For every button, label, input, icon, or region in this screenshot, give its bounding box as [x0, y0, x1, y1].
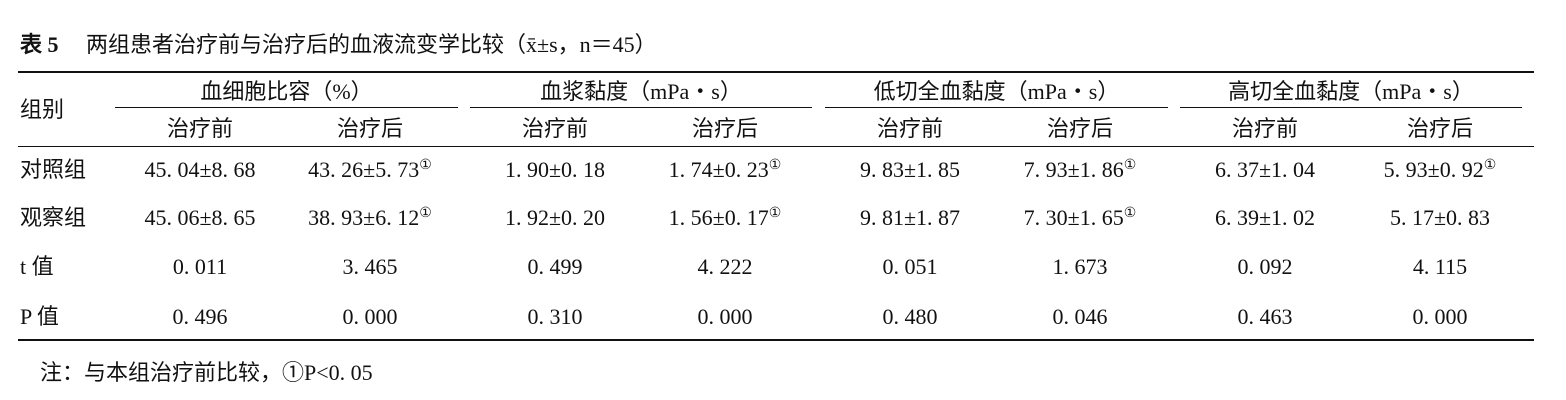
- cell-mark: ①: [768, 206, 782, 221]
- sub-header: 治疗前: [1231, 116, 1299, 141]
- cell-text: 1. 74±0. 23: [668, 157, 769, 182]
- cell: 0. 496: [172, 304, 228, 329]
- cell: 0. 046: [1052, 304, 1108, 329]
- caption-label: 表 5: [20, 32, 59, 57]
- cell: 1. 56±0. 17①: [669, 207, 782, 229]
- header-rule: [18, 146, 1534, 147]
- cell: 1. 92±0. 20: [504, 205, 606, 230]
- cell: 45. 06±8. 65: [144, 205, 256, 230]
- cell: 4. 115: [1412, 254, 1468, 279]
- sub-header: 治疗后: [691, 116, 759, 141]
- cell-text: 1. 56±0. 17: [668, 205, 769, 230]
- cell: 0. 480: [882, 304, 938, 329]
- top-rule: [18, 71, 1534, 73]
- sub-header: 治疗前: [521, 116, 589, 141]
- group-rule: [1180, 107, 1522, 108]
- cell-mark: ①: [1483, 158, 1497, 173]
- cell: 9. 81±1. 87: [859, 205, 961, 230]
- group-rule: [470, 107, 812, 108]
- bottom-rule: [18, 339, 1534, 341]
- sub-header: 治疗后: [1046, 116, 1114, 141]
- cell: 7. 30±1. 65①: [1024, 207, 1137, 229]
- cell: 0. 000: [697, 304, 753, 329]
- cell: 9. 83±1. 85: [859, 157, 961, 182]
- cell: 43. 26±5. 73①: [308, 159, 432, 181]
- cell: 0. 000: [342, 304, 398, 329]
- sub-header: 治疗后: [1406, 116, 1474, 141]
- cell: 1. 74±0. 23①: [669, 159, 782, 181]
- cell-mark: ①: [768, 158, 782, 173]
- group-header: 血浆黏度（mPa・s）: [540, 79, 742, 104]
- cell: 38. 93±6. 12①: [308, 207, 432, 229]
- cell: 0. 310: [527, 304, 583, 329]
- cell-text: 7. 30±1. 65: [1023, 205, 1124, 230]
- cell-mark: ①: [419, 158, 432, 173]
- group-header: 低切全血黏度（mPa・s）: [873, 79, 1120, 104]
- cell: 45. 04±8. 68: [144, 157, 256, 182]
- sub-header: 治疗前: [166, 116, 234, 141]
- row-label: 观察组: [20, 205, 87, 230]
- cell-text: 5. 93±0. 92: [1383, 157, 1484, 182]
- cell-mark: ①: [1123, 206, 1137, 221]
- cell: 0. 463: [1237, 304, 1293, 329]
- row-label: 对照组: [20, 157, 87, 182]
- cell-text: 7. 93±1. 86: [1023, 157, 1124, 182]
- sub-header: 治疗后: [336, 116, 404, 141]
- cell: 0. 000: [1412, 304, 1468, 329]
- row-label: P 值: [20, 304, 59, 329]
- cell-mark: ①: [419, 206, 432, 221]
- table-note: 注：与本组治疗前比较，①P<0. 05: [40, 360, 373, 385]
- cell: 1. 90±0. 18: [504, 157, 606, 182]
- cell: 0. 011: [172, 254, 228, 279]
- corner-header: 组别: [20, 97, 65, 122]
- cell: 0. 499: [527, 254, 583, 279]
- row-label: t 值: [20, 254, 54, 279]
- cell: 6. 37±1. 04: [1214, 157, 1316, 182]
- group-rule: [825, 107, 1168, 108]
- cell-mark: ①: [1123, 158, 1137, 173]
- cell-text: 43. 26±5. 73: [308, 157, 420, 182]
- caption-title: 两组患者治疗前与治疗后的血液流变学比较（x̄±s，n＝45）: [86, 32, 657, 57]
- cell: 4. 222: [697, 254, 753, 279]
- group-header: 血细胞比容（%）: [200, 79, 373, 104]
- cell: 0. 092: [1237, 254, 1293, 279]
- cell-text: 38. 93±6. 12: [308, 205, 420, 230]
- sub-header: 治疗前: [876, 116, 944, 141]
- cell: 7. 93±1. 86①: [1024, 159, 1137, 181]
- cell: 5. 93±0. 92①: [1384, 159, 1497, 181]
- group-rule: [115, 107, 458, 108]
- cell: 3. 465: [342, 254, 398, 279]
- cell: 1. 673: [1052, 254, 1108, 279]
- cell: 5. 17±0. 83: [1389, 205, 1491, 230]
- group-header: 高切全血黏度（mPa・s）: [1228, 79, 1474, 104]
- cell: 6. 39±1. 02: [1214, 205, 1316, 230]
- cell: 0. 051: [882, 254, 938, 279]
